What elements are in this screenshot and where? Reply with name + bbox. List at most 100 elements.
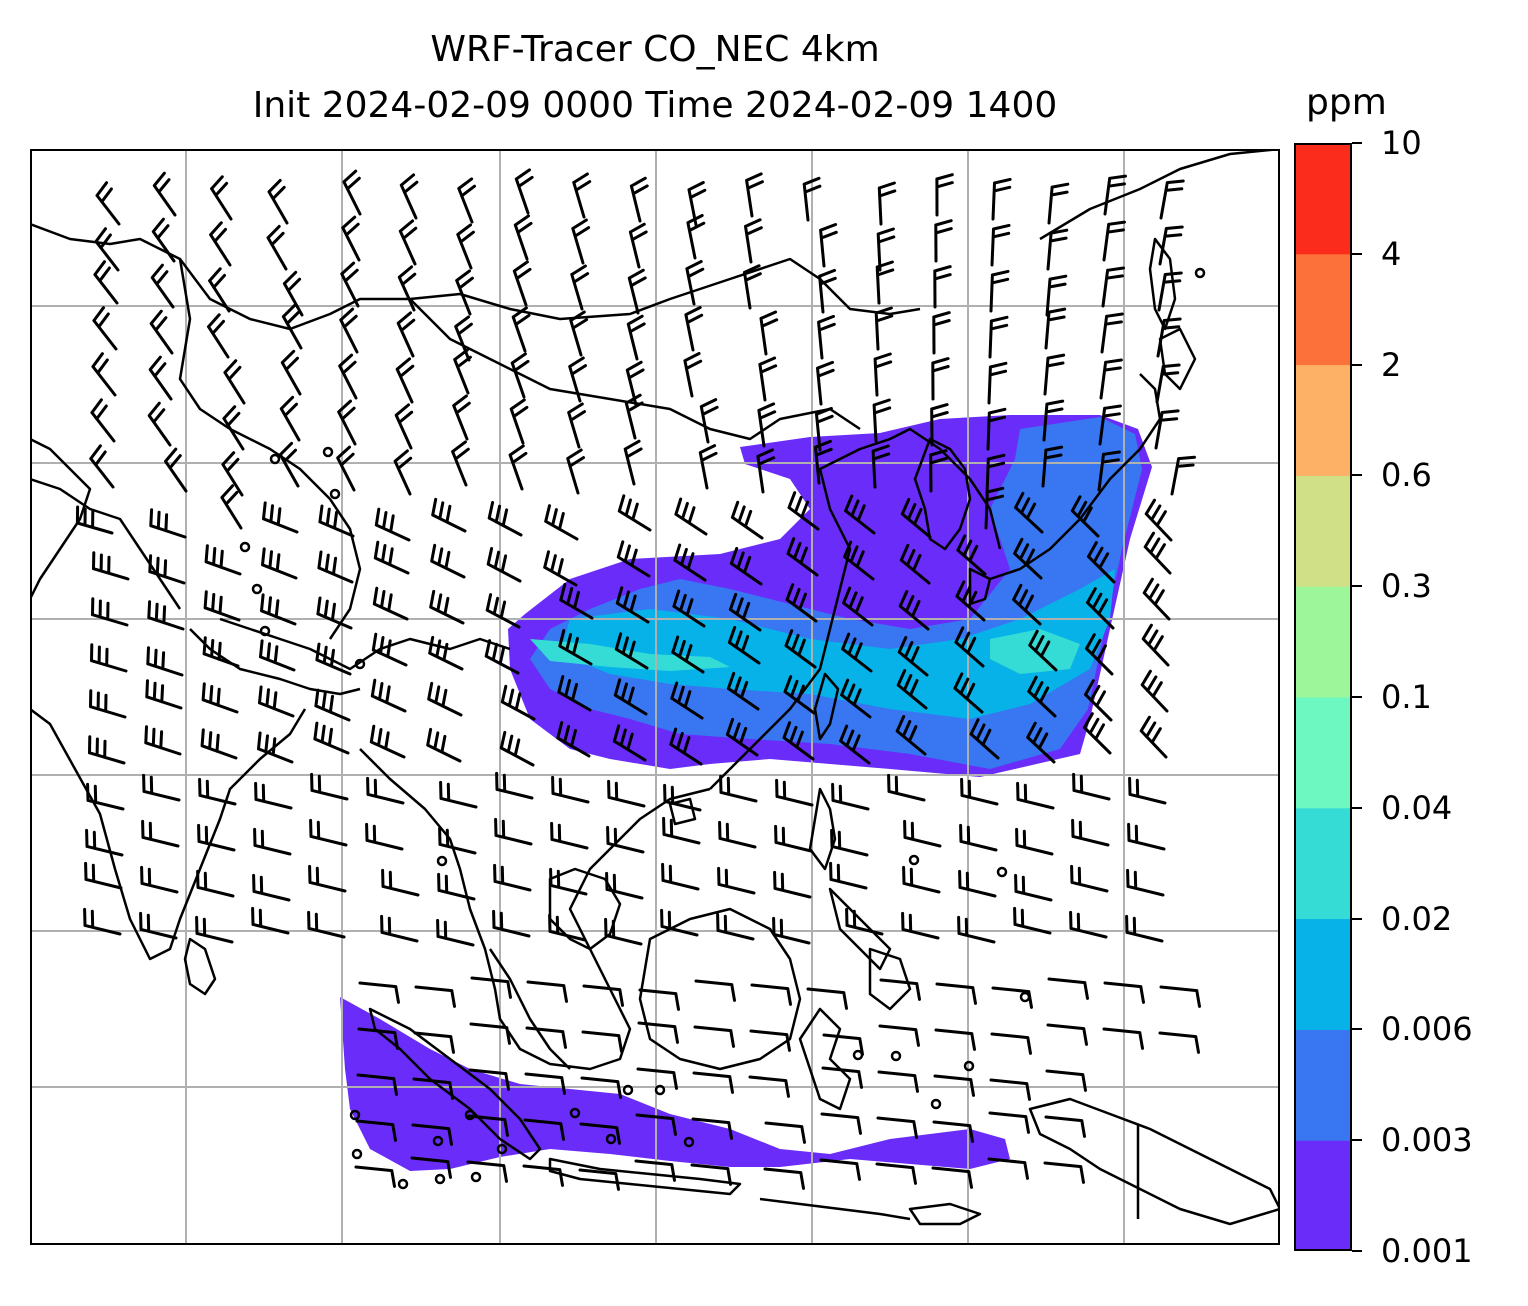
wind-barb (844, 494, 876, 535)
wind-barb (308, 864, 347, 893)
colorbar-tick-label: 0.6 (1381, 456, 1432, 495)
wind-barb (1082, 712, 1112, 755)
wind-barb (1028, 629, 1058, 672)
wind-barb (313, 721, 350, 755)
wind-barb (88, 735, 126, 765)
wind-barb (1015, 827, 1054, 856)
colorbar-segment (1294, 807, 1352, 920)
wind-barb (89, 444, 115, 489)
wind-barb (342, 169, 362, 216)
wind-barb (200, 728, 238, 760)
wind-barb (83, 907, 122, 936)
colorbar-segment (1294, 253, 1352, 366)
wind-barb (94, 227, 120, 272)
calm-wind-circle (963, 1060, 975, 1072)
calm-wind-circle (329, 488, 341, 500)
wind-barb (775, 778, 814, 807)
wind-barb (139, 911, 178, 940)
wind-barb (511, 306, 531, 353)
wind-barb (280, 349, 302, 396)
wind-barb (196, 869, 235, 898)
wind-barb (451, 440, 470, 487)
hokkaido (1158, 327, 1197, 391)
wind-barb (960, 777, 999, 806)
wind-barb (492, 909, 531, 938)
wind-barb (671, 635, 705, 674)
wind-barb (840, 678, 872, 719)
colorbar-tick-label: 0.04 (1381, 788, 1453, 827)
wind-barb (572, 172, 592, 219)
wind-barb (209, 221, 232, 267)
wind-barb (672, 589, 706, 628)
wind-barb (819, 1158, 861, 1181)
wind-barb (986, 407, 1007, 451)
calm-wind-circle (349, 1109, 361, 1121)
wind-barb (356, 1073, 398, 1096)
wind-barb (410, 1156, 452, 1179)
calm-wind-circle (397, 1178, 409, 1190)
wind-barb (93, 260, 119, 305)
wind-barb (1014, 873, 1053, 902)
wind-barb (1087, 541, 1116, 584)
calm-wind-circle (239, 541, 251, 553)
wind-barb (438, 826, 477, 855)
wind-barb (1014, 491, 1044, 534)
wind-barb (337, 399, 357, 446)
wind-barb (278, 441, 300, 488)
wind-barb (525, 1026, 567, 1049)
wind-barb (1047, 182, 1070, 225)
wind-barb (669, 727, 703, 766)
india-coast (30, 708, 307, 961)
wind-barb (522, 1164, 564, 1187)
wind-barb (1158, 225, 1184, 266)
wind-barb (935, 173, 954, 217)
mongolia-border (409, 257, 921, 321)
wind-barb (991, 986, 1033, 1009)
malay-peninsula (488, 948, 571, 1070)
wind-barb (829, 861, 868, 890)
sulawesi (798, 1007, 852, 1111)
wind-barb (414, 985, 456, 1008)
wind-barb (1072, 772, 1111, 801)
wind-barb (253, 827, 292, 856)
calm-wind-circle (683, 1136, 695, 1148)
wind-barb (616, 540, 651, 578)
wind-barb (750, 983, 792, 1006)
wind-barb (729, 546, 763, 586)
wind-barb (149, 309, 174, 355)
wind-barb (699, 398, 719, 444)
wind-barb (140, 865, 179, 894)
calm-wind-circle (434, 1173, 446, 1185)
tracer-plume-north (508, 415, 1152, 777)
wind-barb (988, 1111, 1030, 1134)
wind-barb (570, 264, 590, 311)
wind-barb (309, 818, 348, 847)
wind-barb (339, 307, 359, 354)
wind-barb (544, 504, 579, 541)
wind-barb (1102, 220, 1126, 262)
wind-barb (878, 1024, 920, 1047)
wind-barb (582, 984, 624, 1007)
wind-barb (411, 1123, 453, 1146)
wind-barb (877, 181, 897, 226)
wind-barb (355, 1119, 397, 1142)
wind-barb (568, 356, 587, 403)
wind-barb (207, 313, 230, 359)
wind-barb (842, 586, 874, 627)
wind-barb (486, 547, 522, 583)
wind-barb (1013, 537, 1043, 580)
colorbar-canvas (1294, 143, 1352, 1252)
wind-barb (509, 398, 529, 445)
wind-barb (1126, 868, 1165, 897)
wind-barb (394, 403, 414, 450)
wind-barb (310, 772, 349, 801)
wind-barb (147, 600, 185, 631)
colorbar-tick-mark (1352, 696, 1362, 698)
colorbar-tick-mark (1352, 1250, 1362, 1252)
wind-barb (774, 824, 813, 853)
wind-barb (453, 348, 472, 395)
colorbar-tick-mark (1352, 585, 1362, 588)
wind-barb (820, 1112, 862, 1135)
wind-barb (969, 718, 1000, 760)
wind-barb (1046, 1023, 1088, 1046)
